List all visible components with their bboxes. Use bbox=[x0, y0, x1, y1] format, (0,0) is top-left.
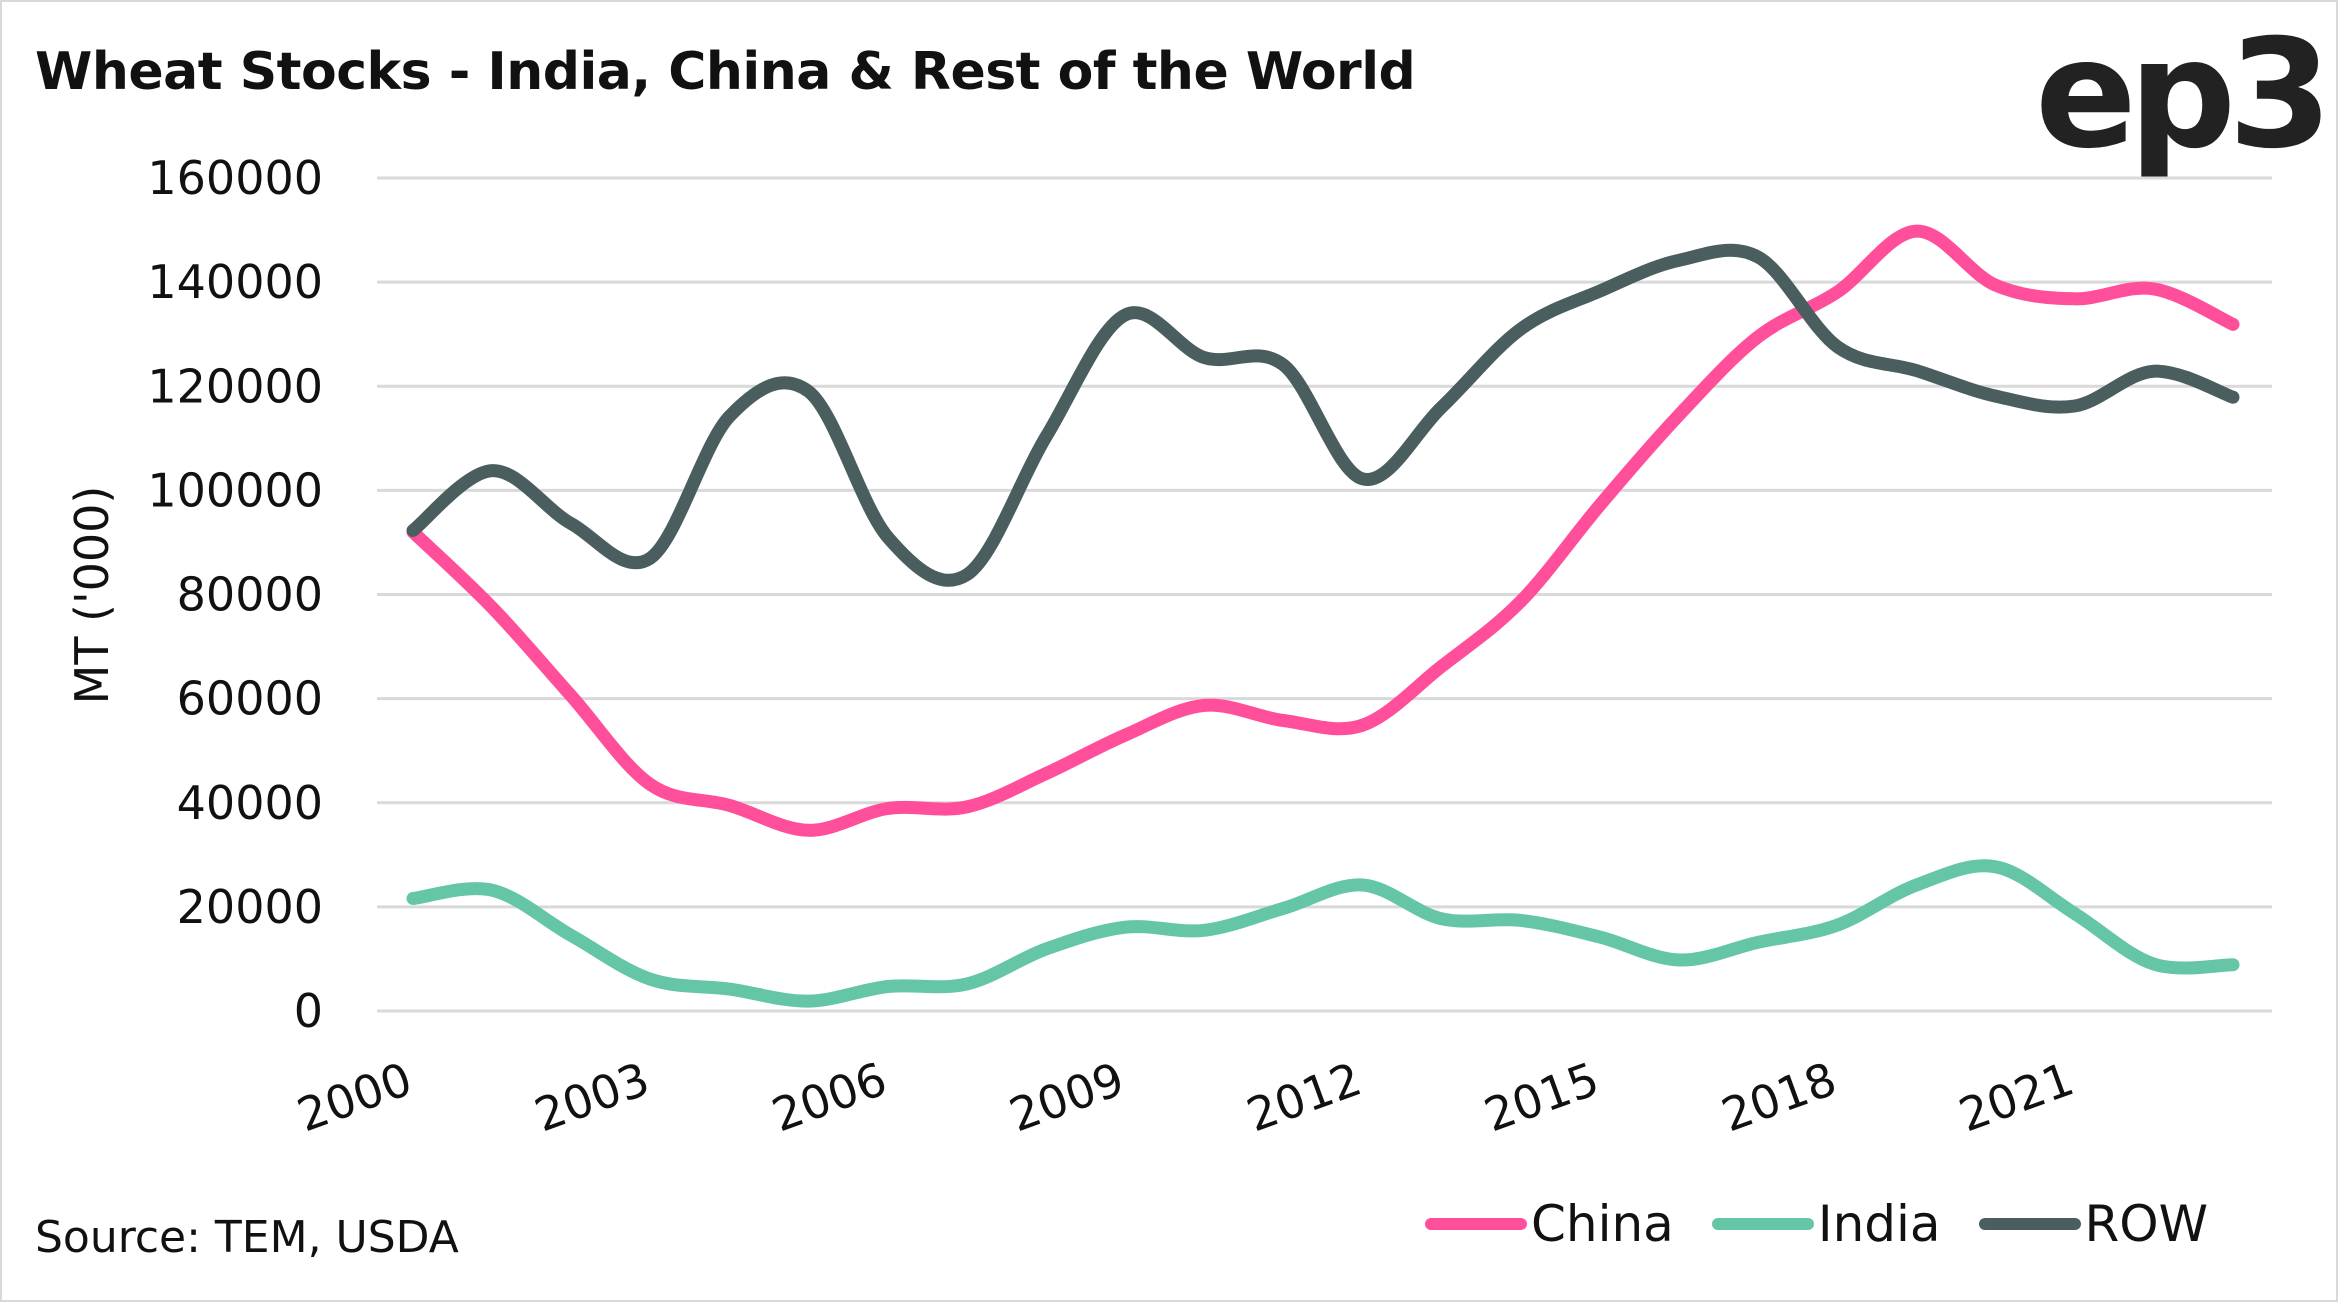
y-tick-label: 20000 bbox=[177, 880, 323, 934]
x-tick-label: 2009 bbox=[1002, 1052, 1130, 1143]
legend-label-china: China bbox=[1531, 1195, 1674, 1253]
y-tick-label: 80000 bbox=[177, 568, 323, 622]
y-tick-label: 40000 bbox=[177, 776, 323, 830]
y-tick-label: 100000 bbox=[147, 463, 323, 517]
ep3-logo: ep3 bbox=[2035, 8, 2332, 182]
legend-item-row: ROW bbox=[1978, 1195, 2209, 1253]
series-line-india bbox=[406, 859, 2240, 1008]
x-tick-label: 2006 bbox=[765, 1052, 893, 1143]
x-tick-label: 2015 bbox=[1477, 1052, 1605, 1143]
x-tick-label: 2012 bbox=[1240, 1052, 1368, 1143]
legend-label-row: ROW bbox=[2084, 1195, 2209, 1253]
chart-title: Wheat Stocks - India, China & Rest of th… bbox=[35, 42, 1416, 102]
x-tick-label: 2018 bbox=[1715, 1052, 1843, 1143]
legend-label-india: India bbox=[1817, 1195, 1941, 1253]
y-tick-label: 0 bbox=[294, 984, 323, 1038]
y-axis-tick-labels: 0 20000 40000 60000 80000 100000 120000 140000 1… bbox=[147, 151, 323, 1038]
x-axis-tick-labels: 2000 2003 2006 2009 2012 2015 2018 2021 bbox=[290, 1052, 2080, 1143]
legend-swatch-india bbox=[1711, 1218, 1814, 1230]
legend-item-india: India bbox=[1711, 1195, 1941, 1253]
series-line-china bbox=[406, 224, 2240, 837]
legend-item-china: China bbox=[1425, 1195, 1674, 1253]
legend-swatch-row bbox=[1978, 1218, 2081, 1230]
source-note: Source: TEM, USDA bbox=[35, 1212, 459, 1263]
y-tick-label: 60000 bbox=[177, 672, 323, 726]
series-lines bbox=[406, 224, 2240, 1008]
y-tick-label: 160000 bbox=[147, 151, 323, 205]
x-tick-label: 2000 bbox=[290, 1052, 418, 1143]
y-tick-label: 120000 bbox=[147, 359, 323, 413]
y-axis-title: MT ('000) bbox=[65, 486, 119, 705]
x-tick-label: 2003 bbox=[528, 1052, 656, 1143]
series-line-row bbox=[406, 243, 2240, 587]
legend: China India ROW bbox=[1425, 1195, 2246, 1253]
x-tick-label: 2021 bbox=[1952, 1052, 2080, 1143]
y-tick-label: 140000 bbox=[147, 255, 323, 309]
legend-swatch-china bbox=[1425, 1218, 1527, 1230]
